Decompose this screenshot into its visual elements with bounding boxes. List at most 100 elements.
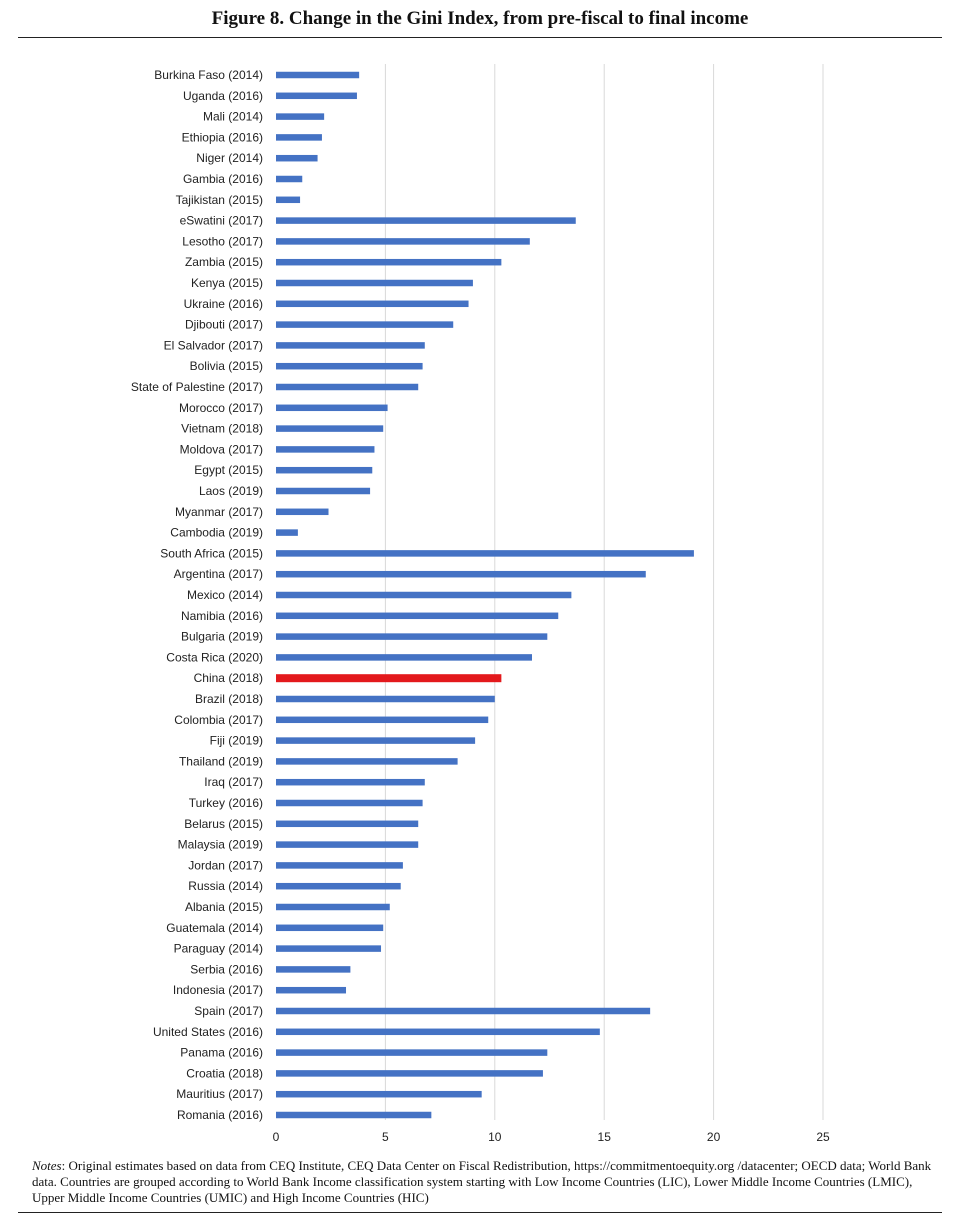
bar [276,508,329,516]
bar [276,716,489,724]
bar [276,695,495,703]
category-label: Guatemala (2014) [166,921,263,935]
category-label: Croatia (2018) [186,1066,263,1080]
category-label: China (2018) [194,671,263,685]
category-label: Bolivia (2015) [190,359,263,373]
bar [276,903,390,911]
bottom-rule [18,1212,942,1213]
x-tick-label: 5 [382,1130,389,1144]
category-label: Lesotho (2017) [182,234,263,248]
category-label: Mauritius (2017) [176,1087,263,1101]
x-tick-label: 25 [816,1130,830,1144]
category-label: Morocco (2017) [179,401,263,415]
x-tick-label: 15 [598,1130,612,1144]
bar [276,674,502,683]
bar [276,820,419,828]
bar [276,154,318,162]
bar [276,778,425,786]
notes-label: Notes [32,1158,62,1173]
bar [276,633,548,640]
category-label: Bulgaria (2019) [181,630,263,644]
bar [276,1007,651,1015]
category-label: Albania (2015) [185,900,263,914]
category-label: Burkina Faso (2014) [154,68,263,82]
bar [276,1111,432,1119]
bar [276,570,646,578]
category-label: Serbia (2016) [190,962,263,976]
category-label: United States (2016) [153,1025,263,1039]
bar [276,758,458,765]
category-label: Vietnam (2018) [181,422,263,436]
category-label: eSwatini (2017) [180,214,263,228]
category-label: Russia (2014) [188,879,263,893]
bar [276,612,559,620]
category-label: Iraq (2017) [204,775,263,789]
bar [276,300,469,308]
bar [276,321,454,328]
category-label: Malaysia (2019) [178,838,263,852]
category-labels: Burkina Faso (2014) Uganda (2016) Mali (20… [131,68,263,1122]
category-label: Kenya (2015) [191,276,263,290]
bar [276,654,532,661]
bar [276,258,502,266]
category-label: Djibouti (2017) [185,318,263,332]
bar [276,175,303,183]
category-label: Romania (2016) [177,1108,263,1122]
category-label: Zambia (2015) [185,255,263,269]
bar [276,882,401,890]
category-label: State of Palestine (2017) [131,380,263,394]
category-label: Ethiopia (2016) [182,130,263,144]
category-label: Moldova (2017) [180,442,263,456]
bar [276,342,425,349]
bar [276,1090,482,1098]
category-label: Belarus (2015) [184,817,263,831]
chart-notes: Notes: Original estimates based on data … [32,1158,932,1206]
x-tick-label: 20 [707,1130,721,1144]
category-label: Turkey (2016) [189,796,263,810]
category-label: South Africa (2015) [160,546,263,560]
category-label: Spain (2017) [194,1004,263,1018]
bar [276,841,419,848]
bar [276,71,360,79]
category-label: Niger (2014) [196,151,263,165]
category-label: Laos (2019) [199,484,263,498]
bar [276,404,388,412]
bar [276,279,473,287]
category-label: Uganda (2016) [183,89,263,103]
bar [276,196,301,204]
category-label: Namibia (2016) [181,609,263,623]
bar [276,92,357,100]
bar [276,924,384,932]
bar [276,1049,548,1056]
x-tick-label: 10 [488,1130,502,1144]
bar [276,446,375,453]
bar [276,217,576,224]
bar [276,113,325,120]
category-label: Thailand (2019) [179,754,263,768]
bar [276,134,322,141]
chart-title: Figure 8. Change in the Gini Index, from… [211,8,749,29]
category-label: Paraguay (2014) [174,942,263,956]
notes-text: : Original estimates based on data from … [32,1158,932,1205]
bar [276,362,423,370]
bar [276,1028,600,1036]
category-label: Mali (2014) [203,110,263,124]
category-label: Mexico (2014) [187,588,263,602]
bar [276,986,347,994]
gini-change-bar-chart: Burkina Faso (2014) Uganda (2016) Mali (20… [131,64,830,1144]
bar [276,529,298,536]
x-tick-labels: 0 5 10 15 20 25 [273,1130,830,1144]
category-label: Colombia (2017) [174,713,263,727]
category-label: Egypt (2015) [194,463,263,477]
category-label: Ukraine (2016) [184,297,263,311]
category-label: El Salvador (2017) [164,338,263,352]
bar [276,466,373,474]
bar [276,799,423,807]
bar [276,238,530,245]
bar [276,1070,543,1077]
bar [276,487,371,495]
category-label: Cambodia (2019) [170,526,263,540]
bar [276,591,572,599]
title-rule [18,37,942,38]
category-label: Indonesia (2017) [173,983,263,997]
